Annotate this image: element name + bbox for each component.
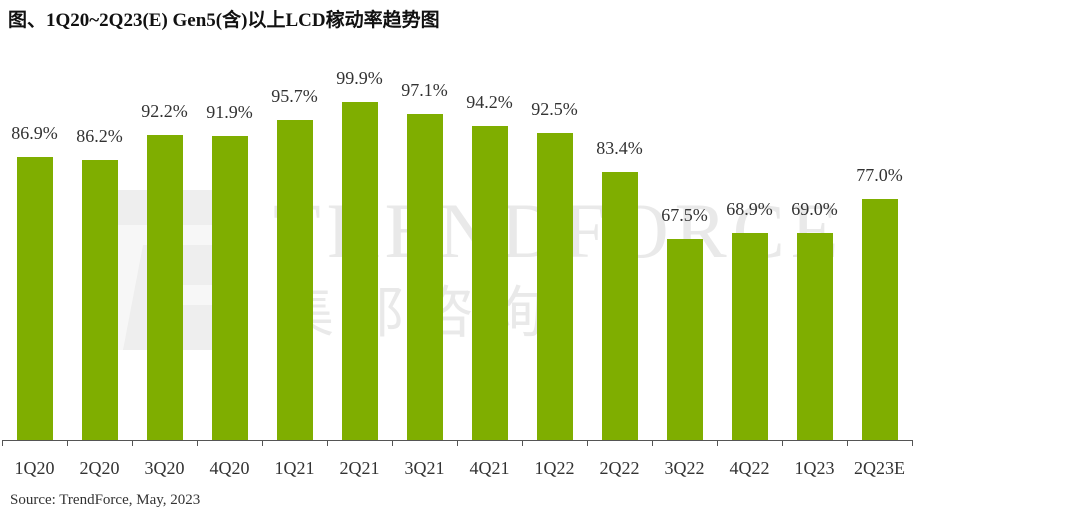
bar-4Q21 xyxy=(471,126,508,440)
x-tick-label: 1Q22 xyxy=(534,458,575,478)
value-label: 92.5% xyxy=(531,99,578,120)
value-label: 91.9% xyxy=(206,101,253,122)
x-axis-tick xyxy=(652,440,653,446)
x-tick-label: 2Q22 xyxy=(599,458,640,478)
value-label: 69.0% xyxy=(791,198,838,219)
bar-3Q21 xyxy=(406,113,443,440)
chart-title: 图、1Q20~2Q23(E) Gen5(含)以上LCD稼动率趋势图 xyxy=(8,10,440,31)
value-label: 67.5% xyxy=(661,205,708,226)
bar-1Q22 xyxy=(536,133,573,440)
bar-2Q22 xyxy=(601,171,638,440)
bar-1Q23 xyxy=(796,232,833,440)
x-axis-tick xyxy=(847,440,848,446)
x-tick-label: 2Q21 xyxy=(339,458,380,478)
x-axis-tick xyxy=(262,440,263,446)
bar-2Q23E xyxy=(861,198,898,440)
x-tick-label: 3Q21 xyxy=(404,458,445,478)
x-axis-tick xyxy=(2,440,3,446)
bar-4Q22 xyxy=(731,233,768,440)
bar-3Q22 xyxy=(666,239,703,440)
value-label: 95.7% xyxy=(271,85,318,106)
x-axis-tick xyxy=(522,440,523,446)
x-tick-label: 1Q23 xyxy=(794,458,835,478)
x-tick-label: 2Q23E xyxy=(854,458,905,478)
value-label: 92.2% xyxy=(141,100,188,121)
bar-1Q21 xyxy=(276,119,313,440)
x-axis-tick xyxy=(782,440,783,446)
x-axis-tick xyxy=(392,440,393,446)
source-note: Source: TrendForce, May, 2023 xyxy=(10,492,201,508)
x-axis-tick xyxy=(67,440,68,446)
x-axis-tick xyxy=(717,440,718,446)
x-axis-tick xyxy=(132,440,133,446)
x-tick-label: 4Q21 xyxy=(469,458,510,478)
x-tick-label: 1Q20 xyxy=(14,458,55,478)
x-axis-tick xyxy=(197,440,198,446)
x-tick-label: 3Q20 xyxy=(144,458,185,478)
bar-3Q20 xyxy=(146,134,183,440)
x-tick-label: 1Q21 xyxy=(274,458,315,478)
value-label: 83.4% xyxy=(596,137,643,158)
x-tick-label: 4Q20 xyxy=(209,458,250,478)
x-axis-tick xyxy=(327,440,328,446)
x-tick-label: 4Q22 xyxy=(729,458,770,478)
value-label: 99.9% xyxy=(336,68,383,89)
x-axis-tick xyxy=(457,440,458,446)
value-label: 86.9% xyxy=(11,123,58,143)
value-label: 97.1% xyxy=(401,79,448,100)
bar-2Q21 xyxy=(341,102,378,440)
x-tick-label: 3Q22 xyxy=(664,458,705,478)
bar-2Q20 xyxy=(81,159,118,440)
value-label: 86.2% xyxy=(76,125,123,146)
x-tick-label: 2Q20 xyxy=(79,458,120,478)
bar-1Q20 xyxy=(16,157,53,440)
value-label: 68.9% xyxy=(726,199,773,220)
x-axis-tick xyxy=(587,440,588,446)
x-axis-tick xyxy=(912,440,913,446)
value-label: 94.2% xyxy=(466,92,513,113)
bar-4Q20 xyxy=(211,135,248,440)
value-label: 77.0% xyxy=(856,164,903,185)
